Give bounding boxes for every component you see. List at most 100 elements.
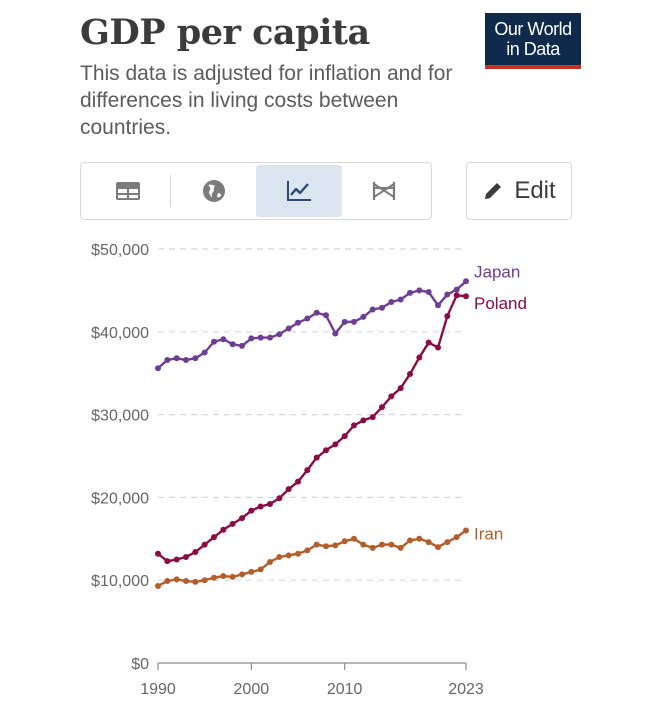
tab-slope-chart[interactable] bbox=[342, 165, 427, 217]
data-point[interactable] bbox=[229, 341, 236, 348]
data-point[interactable] bbox=[285, 552, 292, 559]
data-point[interactable] bbox=[239, 342, 245, 349]
series-line[interactable] bbox=[157, 280, 467, 370]
data-point[interactable] bbox=[211, 534, 217, 541]
data-point[interactable] bbox=[257, 503, 264, 510]
data-point[interactable] bbox=[323, 312, 329, 319]
data-point[interactable] bbox=[379, 304, 385, 311]
data-point[interactable] bbox=[276, 554, 283, 561]
data-point[interactable] bbox=[453, 292, 460, 299]
data-point[interactable] bbox=[453, 534, 460, 541]
data-point[interactable] bbox=[360, 417, 367, 424]
series-label-iran[interactable]: Iran bbox=[474, 525, 503, 544]
data-point[interactable] bbox=[201, 577, 208, 584]
data-point[interactable] bbox=[351, 422, 357, 429]
data-point[interactable] bbox=[435, 344, 441, 351]
data-point[interactable] bbox=[425, 289, 432, 296]
data-point[interactable] bbox=[248, 335, 255, 342]
data-point[interactable] bbox=[173, 576, 180, 583]
data-point[interactable] bbox=[444, 291, 451, 298]
data-point[interactable] bbox=[155, 365, 161, 372]
data-point[interactable] bbox=[276, 331, 283, 338]
data-point[interactable] bbox=[407, 289, 413, 296]
data-point[interactable] bbox=[229, 520, 236, 527]
data-point[interactable] bbox=[463, 527, 469, 534]
data-point[interactable] bbox=[192, 578, 199, 585]
data-point[interactable] bbox=[388, 298, 395, 305]
series-iran[interactable] bbox=[155, 527, 469, 589]
series-line[interactable] bbox=[157, 294, 467, 563]
tab-map[interactable] bbox=[171, 165, 256, 217]
data-point[interactable] bbox=[360, 313, 367, 320]
data-point[interactable] bbox=[416, 287, 423, 294]
data-point[interactable] bbox=[211, 574, 217, 581]
data-point[interactable] bbox=[351, 318, 357, 325]
data-point[interactable] bbox=[267, 501, 273, 508]
data-point[interactable] bbox=[201, 541, 208, 548]
data-point[interactable] bbox=[407, 371, 413, 378]
edit-button[interactable]: Edit bbox=[466, 162, 572, 220]
data-point[interactable] bbox=[201, 349, 208, 356]
data-point[interactable] bbox=[341, 318, 348, 325]
data-point[interactable] bbox=[313, 454, 320, 461]
our-world-in-data-logo[interactable]: Our World in Data bbox=[485, 13, 581, 69]
data-point[interactable] bbox=[425, 539, 432, 546]
data-point[interactable] bbox=[435, 544, 441, 551]
data-point[interactable] bbox=[388, 393, 395, 400]
data-point[interactable] bbox=[164, 356, 171, 363]
data-point[interactable] bbox=[416, 535, 423, 542]
data-point[interactable] bbox=[323, 543, 329, 550]
data-point[interactable] bbox=[369, 414, 376, 421]
data-point[interactable] bbox=[444, 539, 451, 546]
data-point[interactable] bbox=[425, 339, 432, 346]
data-point[interactable] bbox=[351, 535, 357, 542]
data-point[interactable] bbox=[239, 515, 245, 522]
data-point[interactable] bbox=[220, 573, 227, 580]
data-point[interactable] bbox=[239, 571, 245, 578]
data-point[interactable] bbox=[183, 554, 189, 561]
data-point[interactable] bbox=[435, 302, 441, 309]
tab-line-chart[interactable] bbox=[256, 165, 342, 217]
data-point[interactable] bbox=[369, 544, 376, 551]
series-poland[interactable] bbox=[155, 292, 469, 565]
series-label-japan[interactable]: Japan bbox=[474, 262, 520, 281]
data-point[interactable] bbox=[453, 286, 460, 293]
data-point[interactable] bbox=[304, 315, 311, 322]
data-point[interactable] bbox=[444, 313, 451, 320]
data-point[interactable] bbox=[463, 278, 469, 285]
data-point[interactable] bbox=[220, 336, 227, 343]
data-point[interactable] bbox=[397, 544, 404, 551]
data-point[interactable] bbox=[341, 538, 348, 545]
data-point[interactable] bbox=[304, 547, 311, 554]
data-point[interactable] bbox=[313, 541, 320, 548]
data-point[interactable] bbox=[276, 495, 283, 502]
data-point[interactable] bbox=[285, 486, 292, 493]
data-point[interactable] bbox=[304, 467, 311, 474]
data-point[interactable] bbox=[295, 550, 301, 557]
data-point[interactable] bbox=[155, 582, 161, 589]
data-point[interactable] bbox=[369, 306, 376, 313]
series-label-poland[interactable]: Poland bbox=[474, 294, 527, 313]
data-point[interactable] bbox=[173, 355, 180, 362]
data-point[interactable] bbox=[173, 556, 180, 563]
data-point[interactable] bbox=[164, 578, 171, 585]
data-point[interactable] bbox=[211, 338, 217, 345]
series-line[interactable] bbox=[157, 529, 467, 588]
data-point[interactable] bbox=[295, 319, 301, 326]
data-point[interactable] bbox=[379, 404, 385, 411]
data-point[interactable] bbox=[285, 325, 292, 332]
data-point[interactable] bbox=[248, 568, 255, 575]
data-point[interactable] bbox=[220, 526, 227, 533]
data-point[interactable] bbox=[257, 334, 264, 341]
data-point[interactable] bbox=[360, 541, 367, 548]
data-point[interactable] bbox=[407, 537, 413, 544]
data-point[interactable] bbox=[379, 541, 385, 548]
data-point[interactable] bbox=[388, 541, 395, 548]
data-point[interactable] bbox=[313, 309, 320, 316]
data-point[interactable] bbox=[332, 542, 339, 549]
data-point[interactable] bbox=[155, 550, 161, 557]
data-point[interactable] bbox=[416, 354, 423, 361]
data-point[interactable] bbox=[267, 334, 273, 341]
data-point[interactable] bbox=[164, 558, 171, 565]
data-point[interactable] bbox=[295, 478, 301, 485]
